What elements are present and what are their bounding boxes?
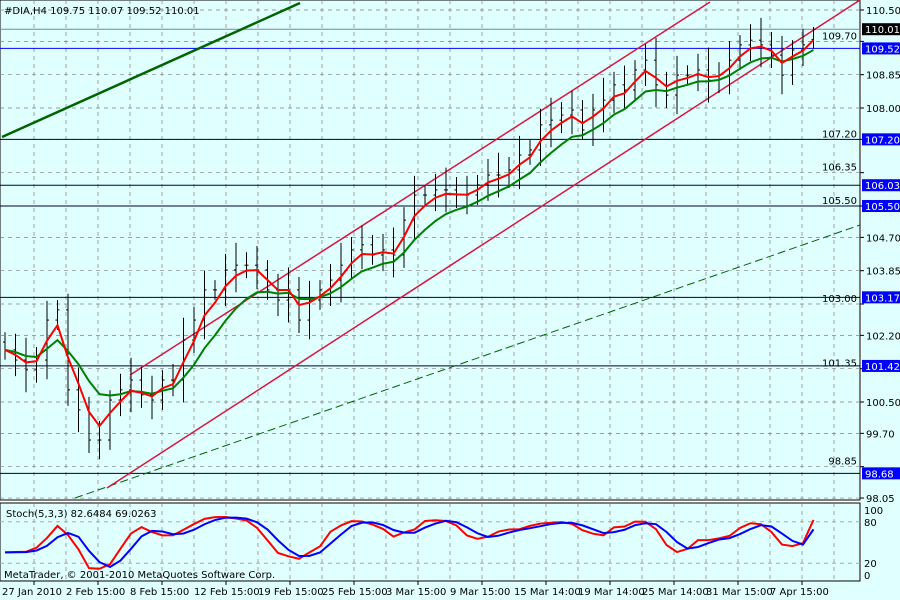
stoch-level-label: 20 xyxy=(864,559,877,570)
price-tick-label: 105.50 xyxy=(822,196,857,207)
main-panel-bg xyxy=(0,0,861,501)
copyright: MetaTrader, © 2001-2010 MetaQuotes Softw… xyxy=(4,570,275,581)
level-label: 105.50 xyxy=(865,202,900,213)
price-tick-label: 108.00 xyxy=(866,104,900,115)
price-tick-label: 108.85 xyxy=(866,71,900,82)
level-label: 103.17 xyxy=(865,293,900,304)
trendline-green xyxy=(1,1,301,139)
level-label: 101.42 xyxy=(865,362,900,373)
time-label: 3 Mar 15:00 xyxy=(386,587,446,598)
fast-ma-line xyxy=(4,39,815,428)
price-tick-label: 104.70 xyxy=(866,233,900,244)
level-label: 98.68 xyxy=(865,469,894,480)
level-label-bg xyxy=(862,200,900,212)
time-label: 25 Feb 15:00 xyxy=(322,587,388,598)
time-label: 19 Mar 14:00 xyxy=(578,587,645,598)
stochastic-lines xyxy=(4,516,815,570)
level-label-bg xyxy=(862,42,900,55)
time-label: 19 Feb 15:00 xyxy=(258,587,324,598)
grid xyxy=(0,0,860,581)
level-label: 107.20 xyxy=(865,135,900,146)
stoch-signal-line xyxy=(4,516,815,569)
current-price-label-bg xyxy=(862,23,900,36)
time-label: 8 Feb 15:00 xyxy=(130,587,189,598)
time-label: 15 Mar 14:00 xyxy=(514,587,581,598)
price-tick-label: 103.85 xyxy=(866,267,900,278)
stoch-level-label: 0 xyxy=(864,571,870,582)
price-axis: 110.50 109.70 108.85 108.00 107.20 106.35 105.… xyxy=(822,6,900,582)
stoch-main-line xyxy=(4,516,815,570)
moving-averages xyxy=(4,39,815,428)
symbol-header: #DIA,H4 109.75 110.07 109.52 110.01 xyxy=(4,6,200,17)
stoch-panel-bg xyxy=(0,502,861,582)
stoch-level-label: 80 xyxy=(864,518,877,529)
level-label-bg xyxy=(862,179,900,192)
ohlc-bars xyxy=(3,17,816,460)
price-tick-label: 98.85 xyxy=(828,457,857,468)
price-tick-label: 103.00 xyxy=(822,294,857,305)
level-label-bg xyxy=(862,133,900,146)
time-label: 27 Jan 2010 xyxy=(2,587,62,598)
time-label: 2 Feb 15:00 xyxy=(66,587,125,598)
level-label: 106.03 xyxy=(865,181,900,192)
stoch-level-label: 100 xyxy=(864,506,883,517)
price-tick-label: 106.35 xyxy=(822,163,857,174)
time-axis-bg xyxy=(0,582,861,600)
price-tick-label: 110.50 xyxy=(866,6,900,17)
level-label: 109.52 xyxy=(865,44,900,55)
time-label: 31 Mar 15:00 xyxy=(706,587,773,598)
time-label: 25 Mar 14:00 xyxy=(642,587,709,598)
price-tick-label: 107.20 xyxy=(822,129,857,140)
time-axis: 27 Jan 2010 2 Feb 15:00 8 Feb 15:00 12 Feb … xyxy=(2,581,829,598)
time-label: 7 Apr 15:00 xyxy=(770,587,829,598)
price-tick-label: 109.70 xyxy=(822,31,857,42)
price-tick-label: 100.50 xyxy=(866,398,900,409)
trendline-dashed xyxy=(74,224,861,499)
level-label-bg xyxy=(862,467,900,480)
level-label-bg xyxy=(862,359,900,372)
price-tick-label: 102.20 xyxy=(866,331,900,342)
time-label: 9 Mar 15:00 xyxy=(450,587,510,598)
current-price-label: 110.01 xyxy=(865,25,900,36)
trendlines xyxy=(1,0,861,499)
price-tick-label: 101.35 xyxy=(822,359,857,370)
channel-lower xyxy=(106,0,861,489)
stoch-label: Stoch(5,3,3) 82.6484 69.0263 xyxy=(6,509,157,520)
channel-upper xyxy=(129,1,711,376)
price-tick-label: 99.70 xyxy=(866,429,895,440)
level-label-bg xyxy=(862,291,900,304)
price-tick-label: 98.05 xyxy=(866,494,895,505)
time-label: 12 Feb 15:00 xyxy=(194,587,260,598)
